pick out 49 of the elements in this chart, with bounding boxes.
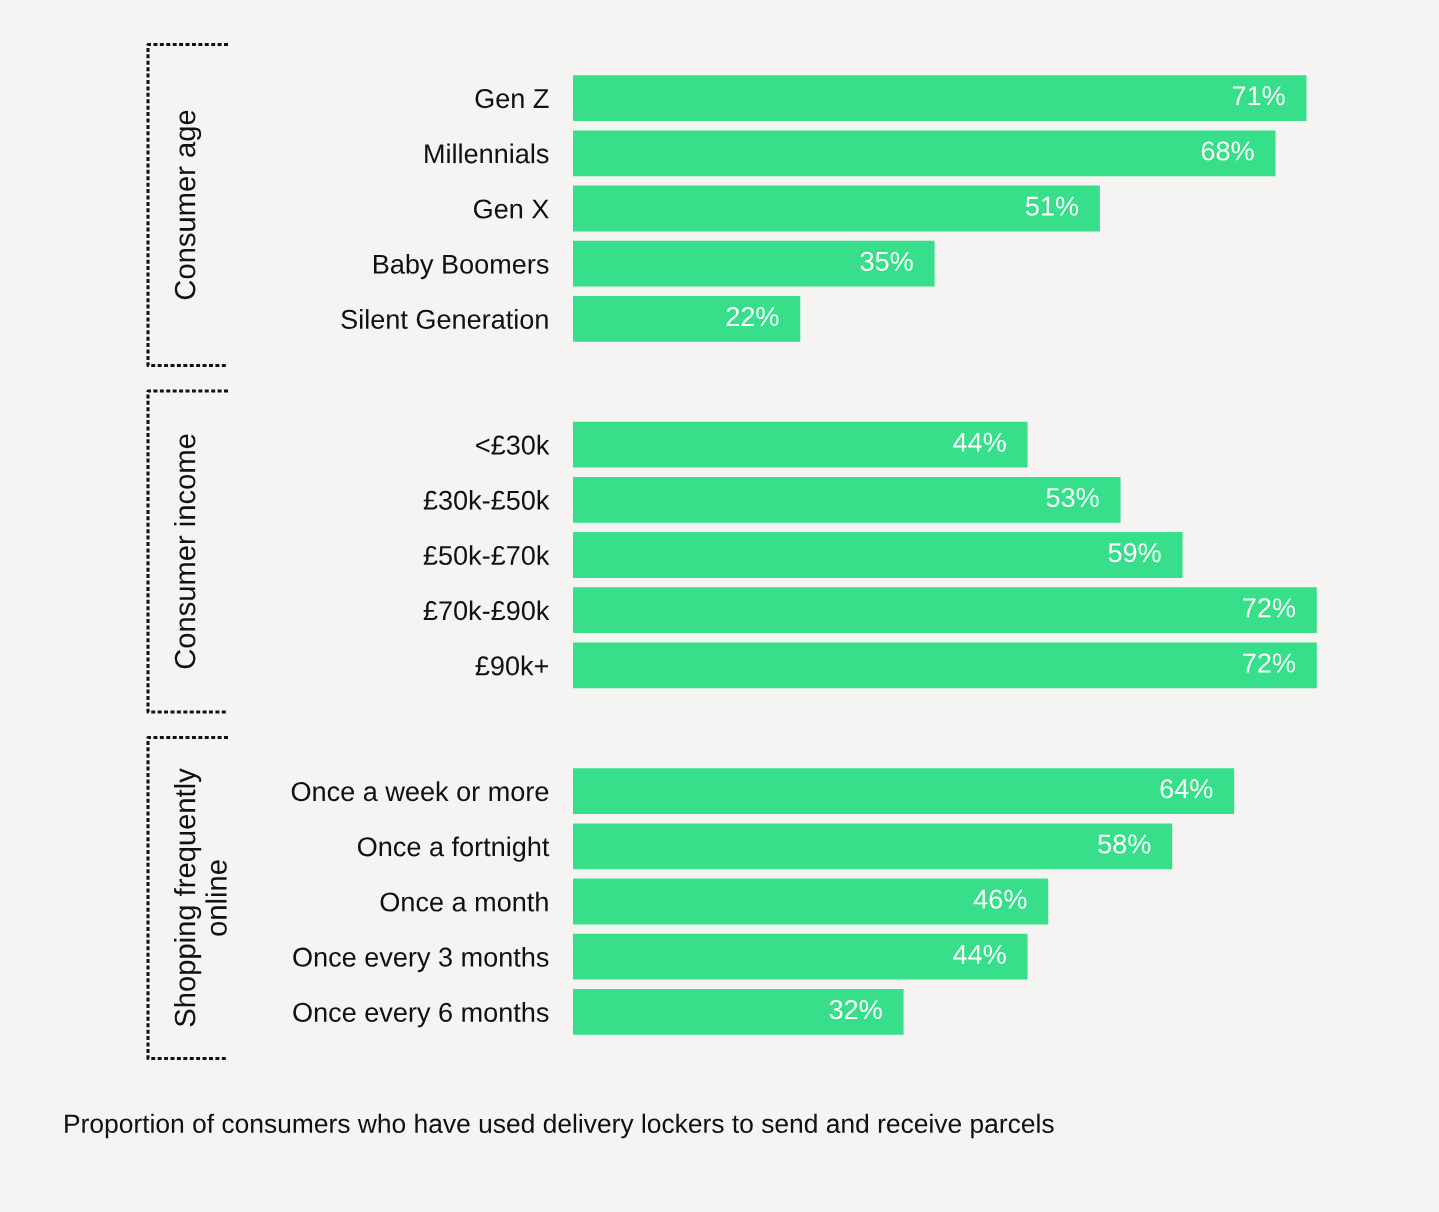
data-label: 53%: [1046, 487, 1099, 508]
data-label: 46%: [973, 889, 1027, 909]
bar: [573, 75, 1307, 122]
data-label: 68%: [1201, 141, 1254, 161]
data-label: 44%: [953, 432, 1006, 452]
y-tick-label: £90k+: [475, 655, 549, 676]
data-label: 44%: [953, 944, 1006, 964]
y-tick-label: £70k-£90k: [423, 600, 550, 621]
y-tick-label: Once a month: [380, 891, 548, 912]
y-axis-title: Consumer income: [174, 434, 196, 669]
y-tick-label: Baby Boomers: [373, 253, 549, 280]
data-label: 64%: [1160, 779, 1213, 799]
y-tick-label: Gen X: [473, 199, 549, 219]
data-label: 59%: [1108, 543, 1161, 563]
data-label: 32%: [829, 999, 882, 1020]
bar: [573, 421, 1028, 468]
bar: [573, 587, 1317, 634]
y-tick-label: Gen Z: [475, 89, 549, 109]
bar: [573, 878, 1049, 925]
bar: [573, 476, 1121, 523]
data-label: 71%: [1232, 86, 1285, 106]
data-label: 51%: [1025, 196, 1079, 216]
y-tick-label: Once a week or more: [291, 781, 549, 802]
data-label: 35%: [860, 251, 913, 271]
text: Proportion of consumers who have used delivery lockers to send and receive parcels: [65, 1113, 1054, 1139]
bar: [573, 240, 935, 287]
bar: [573, 933, 1028, 980]
data-label: 58%: [1098, 834, 1151, 854]
data-label: 72%: [1243, 598, 1296, 618]
y-tick-label: £30k-£50k: [423, 489, 550, 510]
y-tick-label: Once every 6 months: [293, 1002, 549, 1028]
y-tick-label: Once every 3 months: [293, 946, 549, 973]
y-axis-title: Shopping frequently online: [174, 768, 227, 1027]
y-tick-label: Once a fortnight: [357, 836, 550, 862]
bar: [573, 988, 904, 1035]
bar: [573, 532, 1183, 578]
bar: [573, 768, 1235, 815]
bar: [573, 130, 1276, 177]
data-label: 22%: [726, 306, 779, 327]
y-tick-label: Millennials: [425, 143, 549, 164]
y-tick-label: Silent Generation: [341, 309, 548, 329]
bar: [573, 642, 1317, 689]
y-tick-label: £50k-£70k: [423, 545, 550, 566]
y-axis-title: Consumer age: [174, 110, 202, 300]
bar: [573, 185, 1100, 232]
bar: [573, 295, 801, 342]
data-label: 72%: [1243, 653, 1296, 673]
y-tick-label: <£30k: [476, 434, 550, 455]
bar: [573, 823, 1173, 870]
